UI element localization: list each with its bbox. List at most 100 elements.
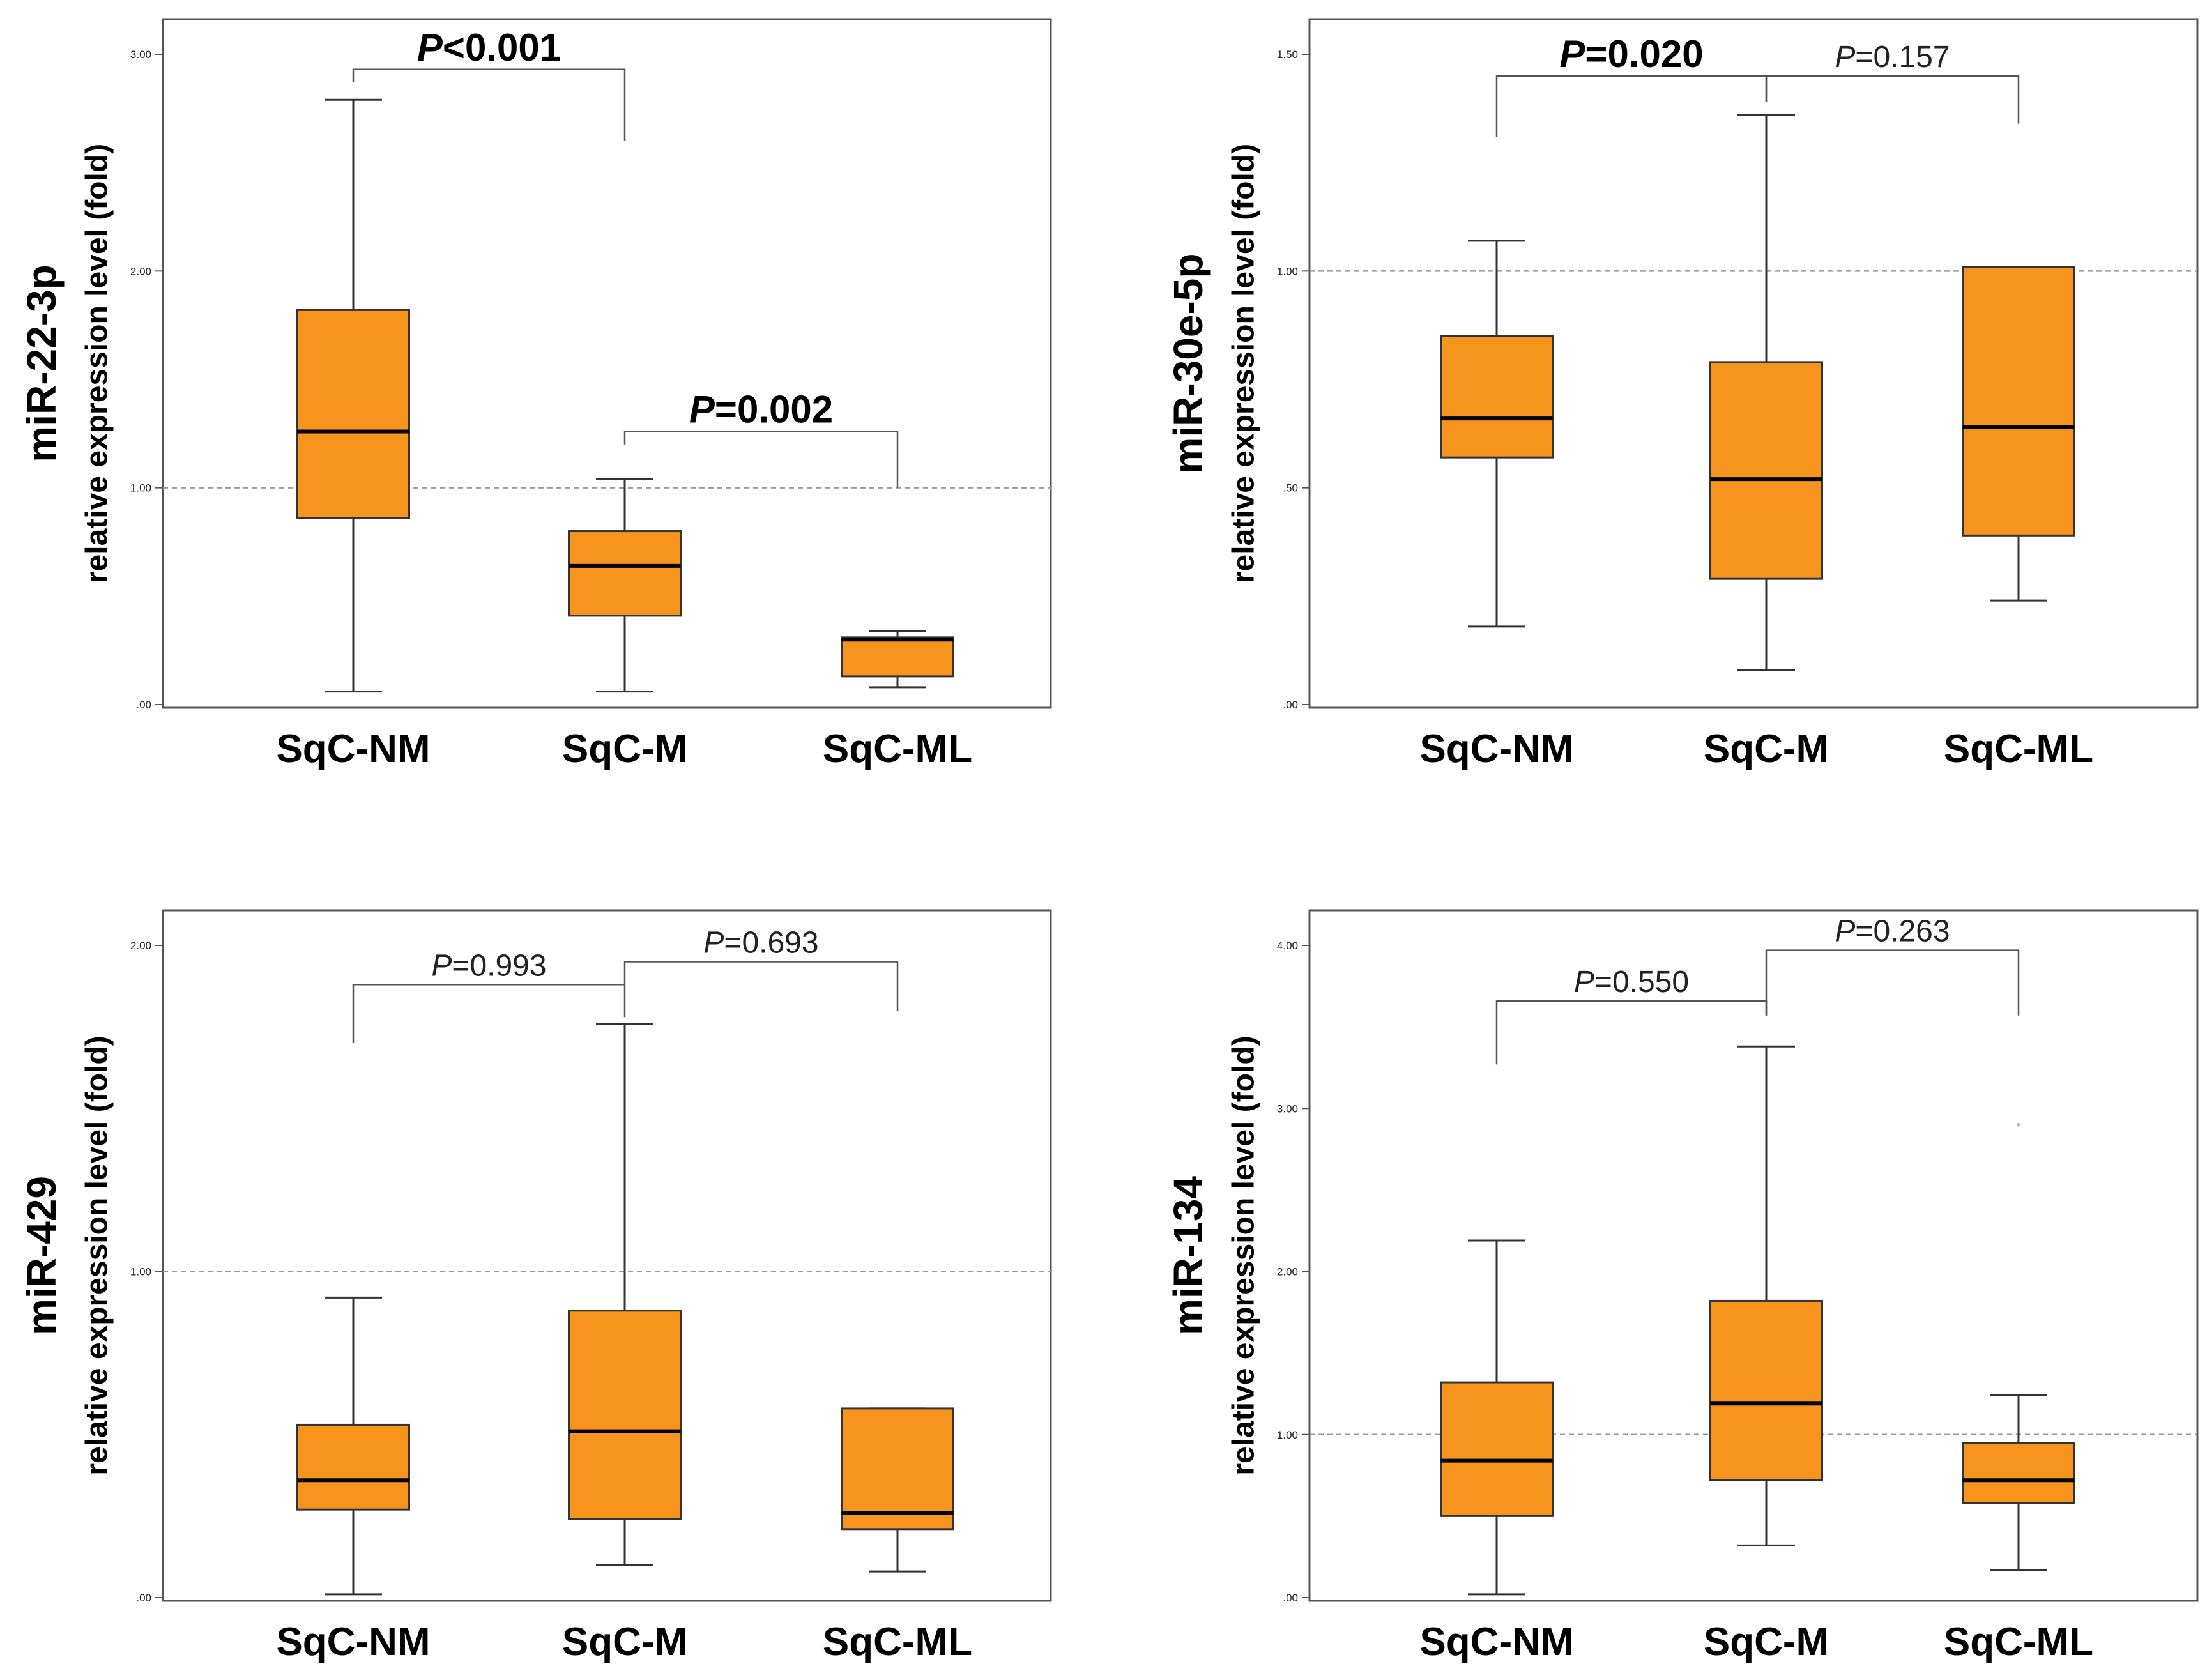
comparison-bracket: P=0.157 — [1765, 40, 2020, 124]
y-tick-label: .00 — [136, 1592, 151, 1604]
box-2 — [841, 630, 954, 689]
plot-frame — [162, 18, 1052, 709]
category-label: SqC-M — [1704, 1620, 1829, 1664]
bracket-line — [623, 961, 899, 1011]
p-value-label: P=0.263 — [1835, 915, 1950, 949]
p-symbol: P — [1559, 33, 1585, 75]
iqr-box — [841, 636, 954, 678]
comparison-bracket: P=0.693 — [623, 926, 899, 1011]
p-value-text: <0.001 — [443, 26, 561, 69]
iqr-box — [1709, 361, 1823, 580]
category-label: SqC-ML — [1944, 1620, 2093, 1664]
p-symbol: P — [417, 26, 443, 69]
category-label: SqC-M — [1704, 727, 1829, 771]
category-label: SqC-ML — [823, 1620, 972, 1664]
y-tick-label: .00 — [1283, 699, 1298, 711]
box-2 — [1962, 1394, 2075, 1571]
comparison-bracket: P=0.002 — [623, 388, 899, 488]
p-value-label: P=0.002 — [689, 388, 833, 431]
iqr-box — [296, 309, 410, 519]
y-axis-title: miR-134 — [1165, 1176, 1211, 1335]
comparison-bracket: P<0.001 — [352, 26, 626, 141]
y-tick-label: 1.00 — [130, 1266, 151, 1278]
category-label: SqC-ML — [823, 727, 972, 771]
box-2 — [841, 1407, 954, 1573]
bracket-line — [623, 431, 899, 488]
y-axis-subtitle: relative expression level (fold) — [1227, 144, 1261, 583]
p-value-text: =0.993 — [452, 949, 546, 982]
y-tick-label: .00 — [1283, 1592, 1298, 1604]
comparison-bracket: P=0.550 — [1495, 965, 1768, 1065]
category-label: SqC-NM — [1419, 1620, 1573, 1664]
box-0 — [1440, 240, 1554, 628]
p-symbol: P — [431, 949, 452, 982]
comparison-bracket: P=0.020 — [1495, 33, 1768, 137]
comparison-bracket: P=0.263 — [1765, 915, 2020, 1016]
bracket-line — [1765, 75, 2020, 124]
y-tick-label: 2.00 — [1277, 1266, 1298, 1278]
y-axis-subtitle: relative expression level (fold) — [80, 144, 114, 583]
box-1 — [568, 478, 682, 693]
panel-3: .00 1.00 2.00 miR-429 relative expression le… — [19, 909, 1052, 1664]
bracket-line — [1495, 75, 1768, 137]
iqr-box — [568, 1310, 682, 1520]
bracket-line — [1765, 949, 2020, 1016]
plot-frame — [162, 909, 1052, 1602]
plot-frame — [1308, 18, 2199, 709]
panel-4: .00 1.00 2.00 3.00 4.00 miR-134 relative expre… — [1165, 909, 2199, 1664]
plot-frame — [1308, 909, 2199, 1602]
p-symbol: P — [1835, 915, 1855, 949]
iqr-box — [568, 530, 682, 617]
category-label: SqC-NM — [276, 1620, 430, 1664]
p-value-label: P=0.693 — [703, 926, 818, 960]
box-1 — [1709, 114, 1823, 671]
y-tick-label: 2.00 — [130, 940, 151, 952]
y-tick-label: 4.00 — [1277, 940, 1298, 952]
bracket-line — [352, 984, 626, 1044]
p-symbol: P — [1835, 40, 1855, 74]
iqr-box — [1440, 335, 1554, 459]
y-tick-label: 1.50 — [1277, 49, 1298, 61]
y-axis-title: miR-22-3p — [19, 264, 65, 462]
p-value-text: =0.693 — [724, 926, 818, 960]
category-label: SqC-NM — [1419, 727, 1573, 771]
iqr-box — [1962, 266, 2075, 537]
p-value-text: =0.550 — [1594, 965, 1689, 999]
y-tick-label: 3.00 — [1277, 1103, 1298, 1115]
box-1 — [568, 1023, 682, 1566]
box-0 — [296, 1296, 410, 1596]
y-tick-label: .50 — [1283, 482, 1298, 494]
p-symbol: P — [703, 926, 724, 960]
p-value-label: P=0.020 — [1559, 33, 1703, 75]
panel-2: .00 .50 1.00 1.50 miR-30e-5p relative express… — [1165, 18, 2199, 771]
iqr-box — [1709, 1299, 1823, 1481]
y-tick-label: 1.00 — [1277, 1429, 1298, 1441]
iqr-box — [841, 1407, 954, 1531]
iqr-box — [296, 1423, 410, 1511]
y-tick-label: 3.00 — [130, 49, 151, 61]
iqr-box — [1440, 1381, 1554, 1517]
y-axis-subtitle: relative expression level (fold) — [1227, 1035, 1261, 1475]
p-value-text: =0.020 — [1585, 33, 1703, 75]
category-label: SqC-ML — [1944, 727, 2093, 771]
box-1 — [1709, 1045, 1823, 1546]
p-symbol: P — [689, 388, 715, 431]
box-0 — [296, 98, 410, 693]
bracket-line — [352, 68, 626, 141]
p-value-text: =0.157 — [1855, 40, 1950, 74]
outlier-point — [2017, 1122, 2020, 1127]
p-symbol: P — [1574, 965, 1594, 999]
category-label: SqC-M — [562, 1620, 687, 1664]
p-value-text: =0.263 — [1855, 915, 1950, 949]
box-2 — [1962, 266, 2075, 602]
y-tick-label: .00 — [136, 699, 151, 711]
y-axis-subtitle: relative expression level (fold) — [80, 1035, 114, 1475]
category-label: SqC-M — [562, 727, 687, 771]
y-axis-title: miR-30e-5p — [1165, 254, 1211, 474]
y-tick-label: 1.00 — [1277, 265, 1298, 277]
p-value-label: P=0.550 — [1574, 965, 1689, 999]
bracket-line — [1495, 1000, 1768, 1065]
comparison-bracket: P=0.993 — [352, 949, 626, 1044]
p-value-text: =0.002 — [715, 388, 833, 431]
